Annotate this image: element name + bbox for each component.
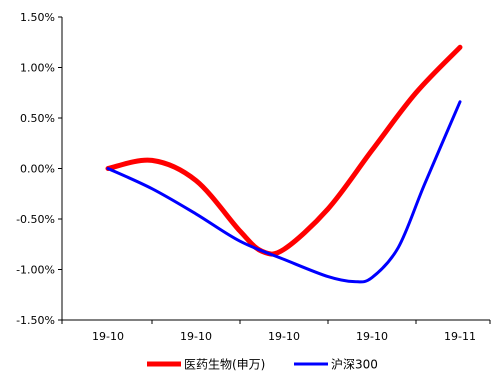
y-tick-label: -1.50% bbox=[16, 314, 55, 327]
legend: 医药生物(申万) 沪深300 bbox=[147, 358, 378, 372]
y-tick-label: 1.50% bbox=[20, 11, 55, 24]
legend-label-1: 沪深300 bbox=[331, 358, 378, 372]
series-line-0 bbox=[105, 44, 463, 257]
y-tick-label: -1.00% bbox=[16, 264, 55, 277]
series-line-1 bbox=[106, 100, 462, 284]
x-tick-label: 19-10 bbox=[92, 330, 124, 343]
x-tick-label: 19-11 bbox=[444, 330, 476, 343]
y-tick-label: 0.50% bbox=[20, 112, 55, 125]
x-tick-label: 19-10 bbox=[180, 330, 212, 343]
series-layer bbox=[105, 44, 463, 284]
y-tick-label: -0.50% bbox=[16, 213, 55, 226]
x-axis-ticks: 19-10 19-10 19-10 19-10 19-11 bbox=[61, 320, 491, 343]
x-tick-label: 19-10 bbox=[268, 330, 300, 343]
y-axis-ticks: 1.50% 1.00% 0.50% 0.00% -0.50% -1.00% -1.50% bbox=[16, 11, 62, 327]
x-tick-label: 19-10 bbox=[356, 330, 388, 343]
y-tick-label: 0.00% bbox=[20, 163, 55, 176]
y-tick-label: 1.00% bbox=[20, 62, 55, 75]
legend-label-0: 医药生物(申万) bbox=[184, 358, 265, 372]
